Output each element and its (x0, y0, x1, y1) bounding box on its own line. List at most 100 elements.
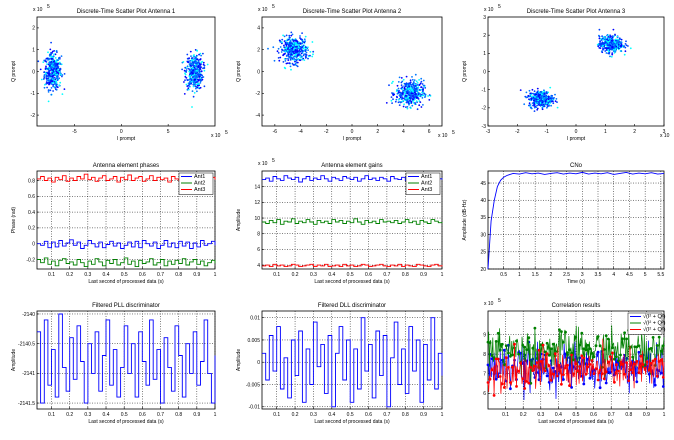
scatter-point (196, 90, 198, 93)
x-tick-label: 1.5 (532, 272, 539, 278)
scatter-point (406, 92, 409, 95)
scatter-point (608, 44, 611, 46)
y-tick-label: 3 (483, 15, 486, 21)
scatter-point (50, 93, 53, 96)
scatter-point (48, 57, 50, 60)
scatter-point (555, 98, 558, 100)
scatter-point (405, 75, 408, 78)
scatter-point (406, 100, 409, 103)
corr-marker (598, 368, 602, 372)
scatter-point (419, 101, 422, 103)
x-axis-label: Last second of processed data (s) (538, 419, 614, 425)
x-tick-label: 6 (428, 129, 431, 135)
scatter-point (611, 43, 614, 46)
corr-marker (578, 365, 582, 368)
scatter-point (199, 82, 202, 84)
x-tick-label: 1 (663, 412, 666, 418)
scatter-point (385, 102, 388, 104)
scatter-point (603, 38, 606, 41)
corr-marker (494, 340, 498, 343)
x-tick-label: 0.4 (328, 412, 335, 418)
scatter-point (202, 61, 205, 64)
scatter-point (402, 105, 405, 108)
scatter-point (202, 52, 204, 55)
scatter-point (416, 90, 418, 93)
scatter-point (285, 62, 288, 65)
scatter-point (196, 84, 199, 87)
corr-marker (582, 382, 586, 386)
x-tick-label: 0.8 (402, 272, 409, 278)
corr-marker (582, 347, 586, 351)
y-tick-label: 20 (480, 267, 486, 273)
corr-marker (588, 363, 592, 366)
scatter-point (404, 94, 407, 97)
line-panel-7: 0.1 0.2 0.3 0.4 0.5 0.6 0.7 0.8 0.9 1 -2140 -2140.5… (11, 303, 217, 425)
scatter-point (188, 63, 191, 66)
scatter-point (405, 82, 408, 85)
scatter-point (197, 72, 200, 75)
scatter-point (541, 107, 544, 109)
scatter-point (397, 101, 400, 104)
scatter-point (533, 110, 536, 112)
corr-marker (517, 352, 520, 356)
corr-marker (527, 336, 531, 340)
scatter-point (416, 108, 419, 111)
scatter-point (193, 84, 195, 86)
axes-frame (261, 170, 443, 270)
scatter-point (409, 88, 411, 91)
scatter-point (390, 99, 393, 102)
scatter-point (305, 47, 308, 50)
scatter-point (531, 88, 534, 91)
scatter-point (181, 68, 184, 71)
scatter-point (414, 73, 417, 76)
scatter-point (412, 85, 414, 88)
scatter-point (403, 103, 405, 106)
scatter-point (605, 49, 608, 51)
scatter-point (290, 68, 292, 71)
scatter-point (296, 43, 299, 46)
scatter-point (398, 104, 401, 106)
scatter-point (283, 44, 285, 47)
scatter-point (303, 41, 306, 44)
scatter-point (301, 46, 304, 49)
corr-marker (653, 383, 657, 387)
scatter-point (415, 80, 418, 83)
x-tick-label: 0.8 (175, 272, 182, 278)
scatter-point (61, 74, 64, 76)
scatter-point (615, 45, 618, 48)
scatter-point (193, 73, 196, 76)
legend-entry: Ant3 (194, 187, 205, 193)
scatter-point (422, 79, 425, 82)
scatter-point (55, 73, 58, 76)
scatter-point (281, 49, 284, 51)
corr-marker (555, 374, 559, 378)
scatter-point (198, 68, 201, 71)
scatter-point (405, 101, 408, 104)
scatter-point (620, 50, 623, 52)
corr-marker (659, 349, 663, 353)
scatter-point (187, 88, 190, 91)
scatter-point (285, 57, 287, 60)
scatter-point (532, 93, 535, 95)
scatter-point (201, 78, 204, 81)
scatter-point (624, 50, 627, 53)
scatter-point (391, 82, 393, 84)
scatter-point (45, 65, 47, 68)
scatter-point (301, 58, 303, 61)
y-axis-label: Q prompt (462, 60, 468, 81)
scatter-point (291, 62, 294, 65)
x-tick-label: 2 (376, 129, 379, 135)
scatter-point (291, 44, 294, 47)
panel-title: Antenna element gains (321, 163, 382, 169)
scatter-point (400, 81, 403, 84)
corr-marker (572, 372, 575, 376)
scatter-point (307, 49, 309, 51)
scatter-point (295, 55, 298, 58)
corr-marker (494, 357, 498, 361)
scatter-point (284, 41, 287, 44)
corr-marker (643, 363, 647, 367)
corr-marker (511, 365, 514, 369)
scatter-point (408, 84, 411, 86)
scatter-point (55, 85, 58, 88)
y-tick-label: 0 (257, 360, 260, 366)
